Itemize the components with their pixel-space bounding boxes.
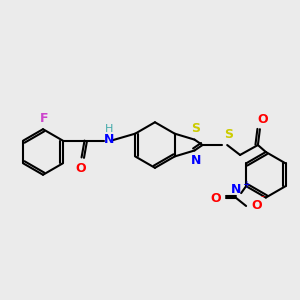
- Text: N: N: [191, 154, 202, 167]
- Text: O: O: [211, 192, 221, 205]
- Text: H: H: [105, 124, 113, 134]
- Text: O: O: [258, 113, 268, 126]
- Text: O: O: [75, 162, 86, 176]
- Text: S: S: [224, 128, 233, 141]
- Text: N: N: [231, 183, 242, 196]
- Text: +: +: [242, 180, 250, 190]
- Text: O: O: [251, 200, 262, 212]
- Text: -: -: [260, 191, 264, 201]
- Text: N: N: [104, 133, 115, 146]
- Text: S: S: [191, 122, 200, 135]
- Text: F: F: [40, 112, 48, 125]
